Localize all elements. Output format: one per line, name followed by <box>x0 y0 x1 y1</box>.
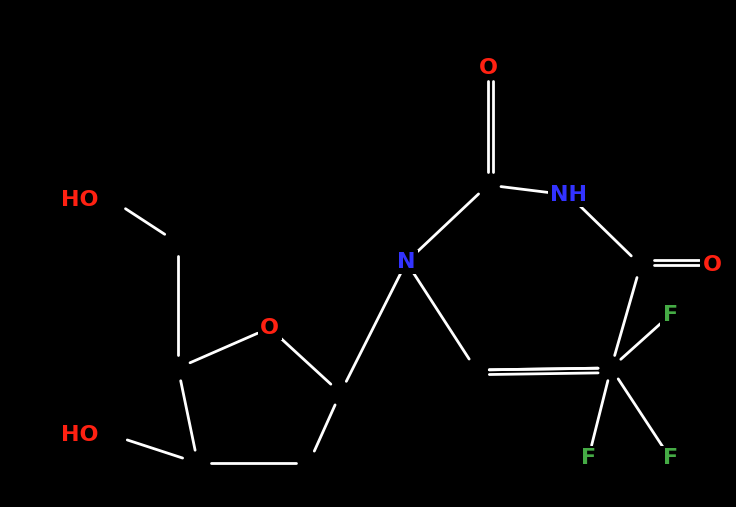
Text: N: N <box>397 252 416 272</box>
Text: F: F <box>581 448 596 468</box>
Text: F: F <box>662 448 678 468</box>
Text: NH: NH <box>551 185 587 205</box>
Text: HO: HO <box>61 190 99 210</box>
Text: O: O <box>703 255 722 275</box>
Text: O: O <box>478 58 498 78</box>
Text: F: F <box>662 305 678 325</box>
Text: HO: HO <box>61 425 99 445</box>
Text: O: O <box>260 318 279 338</box>
